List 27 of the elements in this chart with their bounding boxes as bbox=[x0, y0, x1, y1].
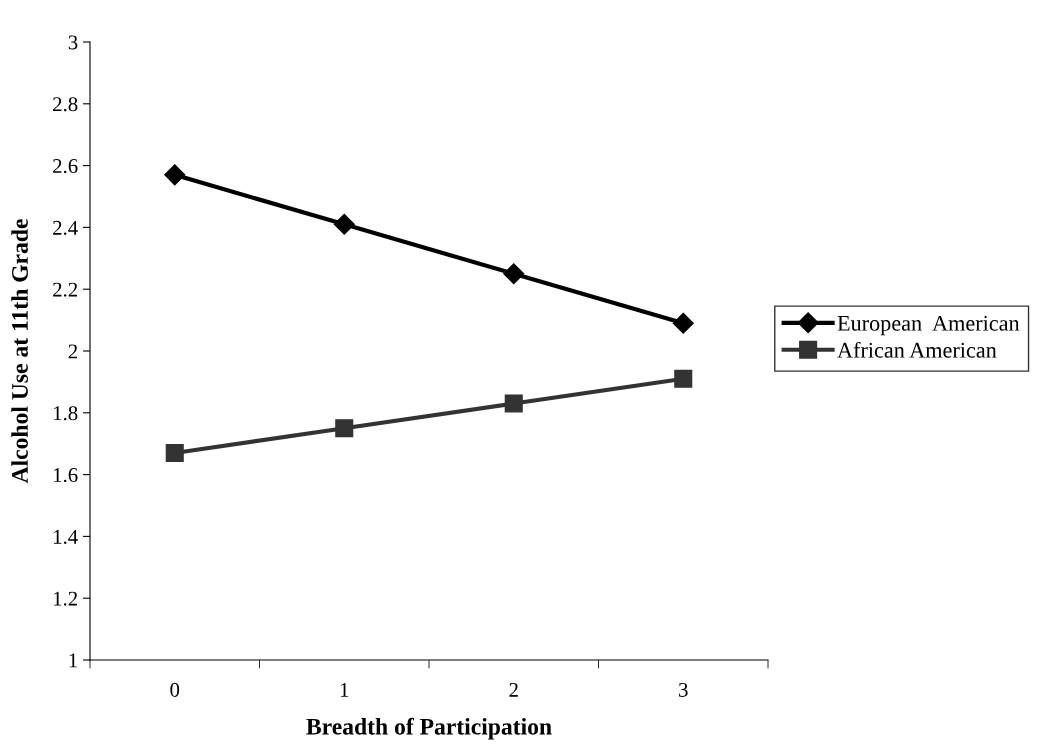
x-tick-label: 1 bbox=[340, 682, 349, 697]
y-tick-label: 3 bbox=[68, 35, 78, 50]
y-tick-label: 2.2 bbox=[53, 282, 78, 297]
point bbox=[335, 419, 354, 438]
point bbox=[503, 263, 525, 285]
y-tick-label: 2 bbox=[68, 344, 78, 359]
legend-label: African American bbox=[837, 341, 997, 358]
point bbox=[333, 213, 355, 235]
point bbox=[504, 394, 523, 413]
y-tick-label: 2.4 bbox=[53, 220, 78, 235]
y-tick-label: 1.2 bbox=[53, 591, 78, 606]
y-tick-label: 1.6 bbox=[53, 468, 78, 483]
x-tick-label: 2 bbox=[509, 682, 518, 697]
y-axis-title: Alcohol Use at 11th Grade bbox=[11, 219, 28, 484]
x-axis-title: Breadth of Participation bbox=[306, 717, 552, 740]
y-tick-label: 1 bbox=[69, 653, 77, 668]
point bbox=[674, 369, 693, 388]
x-tick-label: 3 bbox=[679, 682, 688, 697]
y-tick-label: 2.6 bbox=[53, 159, 78, 174]
point bbox=[164, 164, 186, 186]
legend-label: European American bbox=[837, 315, 1020, 336]
x-tick-label: 0 bbox=[170, 682, 180, 697]
y-tick-label: 2.8 bbox=[53, 97, 78, 112]
point bbox=[672, 312, 694, 334]
y-tick-label: 1.4 bbox=[53, 529, 78, 544]
y-tick-label: 1.8 bbox=[53, 406, 78, 421]
point bbox=[165, 443, 184, 462]
